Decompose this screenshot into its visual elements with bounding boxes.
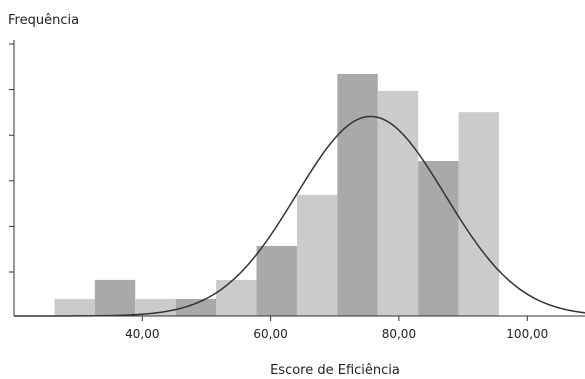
histogram-bar — [378, 91, 418, 316]
x-tick-label: 80,00 — [382, 327, 416, 341]
y-ticks — [9, 44, 14, 272]
x-ticks: 40,00 60,00 80,00 100,00 — [125, 316, 548, 341]
x-tick-label: 100,00 — [506, 327, 548, 341]
histogram-bar — [459, 112, 499, 316]
x-axis-label: Escore de Eficiência — [270, 363, 400, 378]
histogram-bar — [257, 246, 297, 316]
histogram-bar — [54, 299, 94, 316]
histogram-bar — [297, 195, 337, 316]
histogram-bars — [54, 74, 499, 316]
histogram-bar — [216, 280, 256, 316]
histogram-bar — [95, 280, 135, 316]
y-axis-label: Frequência — [8, 13, 79, 28]
x-tick-label: 40,00 — [125, 327, 159, 341]
histogram-bar — [337, 74, 377, 316]
x-tick-label: 60,00 — [253, 327, 287, 341]
